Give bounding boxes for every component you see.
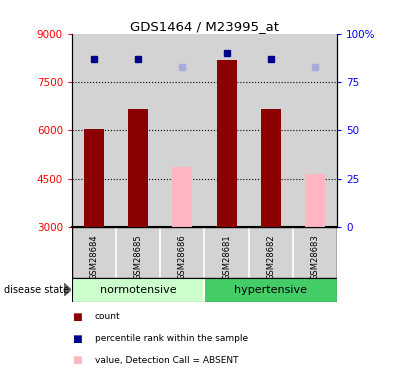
Text: GSM28685: GSM28685 xyxy=(134,234,143,280)
Text: hypertensive: hypertensive xyxy=(234,285,307,295)
Text: normotensive: normotensive xyxy=(100,285,176,295)
Text: ■: ■ xyxy=(72,312,82,322)
Bar xyxy=(160,34,205,227)
Bar xyxy=(205,227,249,278)
Bar xyxy=(249,227,293,278)
Bar xyxy=(116,227,160,278)
Bar xyxy=(84,129,104,227)
Bar xyxy=(293,34,337,227)
Text: GSM28684: GSM28684 xyxy=(90,234,99,280)
Bar xyxy=(205,34,249,227)
Text: GSM28681: GSM28681 xyxy=(222,234,231,280)
Text: percentile rank within the sample: percentile rank within the sample xyxy=(95,334,248,343)
Bar xyxy=(261,110,281,227)
Text: GSM28683: GSM28683 xyxy=(310,234,319,280)
Bar xyxy=(116,34,160,227)
Bar xyxy=(173,167,192,227)
Bar xyxy=(160,227,205,278)
Text: GSM28682: GSM28682 xyxy=(266,234,275,280)
Text: ■: ■ xyxy=(72,334,82,344)
Text: disease state: disease state xyxy=(4,285,69,295)
Bar xyxy=(249,34,293,227)
Bar xyxy=(72,34,116,227)
Text: ■: ■ xyxy=(72,356,82,365)
Bar xyxy=(205,278,337,302)
Bar xyxy=(72,227,116,278)
Bar xyxy=(217,60,236,227)
Text: count: count xyxy=(95,312,120,321)
Bar xyxy=(72,278,205,302)
Title: GDS1464 / M23995_at: GDS1464 / M23995_at xyxy=(130,20,279,33)
Bar xyxy=(293,227,337,278)
Bar xyxy=(128,110,148,227)
Text: value, Detection Call = ABSENT: value, Detection Call = ABSENT xyxy=(95,356,238,365)
Bar xyxy=(305,174,325,227)
Polygon shape xyxy=(64,283,71,296)
Text: GSM28686: GSM28686 xyxy=(178,234,187,280)
